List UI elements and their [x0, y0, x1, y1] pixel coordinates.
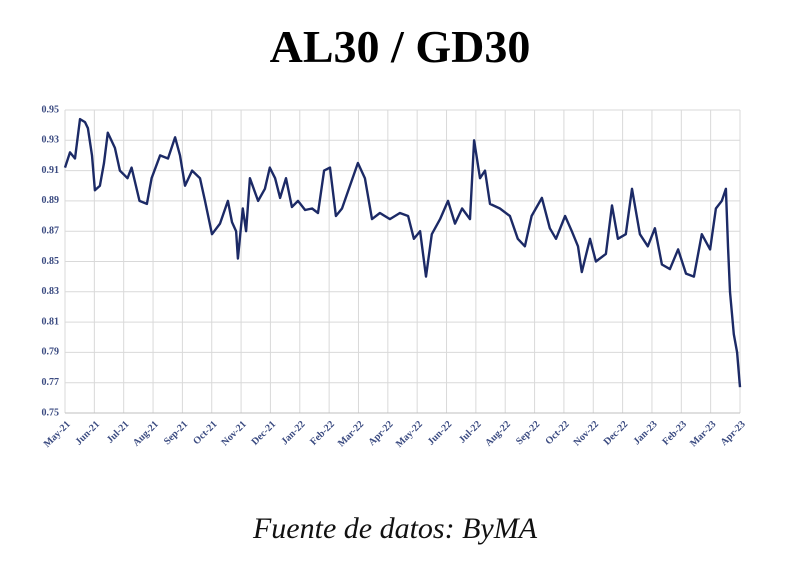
x-tick-label: Mar-23 — [688, 419, 718, 449]
x-tick-label: Oct-21 — [191, 419, 219, 447]
y-tick-label: 0.81 — [42, 316, 60, 327]
x-tick-label: Dec-22 — [602, 419, 631, 448]
y-tick-label: 0.89 — [42, 195, 60, 206]
x-tick-label: Sep-22 — [514, 419, 542, 447]
y-tick-label: 0.95 — [42, 104, 60, 115]
y-tick-label: 0.87 — [42, 225, 60, 236]
y-tick-label: 0.75 — [42, 407, 60, 418]
y-tick-label: 0.93 — [42, 135, 60, 146]
y-tick-label: 0.85 — [42, 256, 60, 267]
x-tick-label: May-21 — [42, 419, 73, 450]
x-tick-label: Jul-21 — [105, 419, 132, 446]
chart-title: AL30 / GD30 — [270, 21, 531, 72]
x-tick-label: May-22 — [394, 419, 425, 450]
source-note: Fuente de datos: ByMA — [252, 512, 538, 545]
x-tick-label: Jun-22 — [426, 419, 455, 448]
x-tick-label: Aug-21 — [131, 419, 161, 449]
x-tick-label: Jun-21 — [73, 419, 102, 448]
x-tick-label: Sep-21 — [162, 419, 190, 447]
y-tick-label: 0.79 — [42, 347, 60, 358]
x-tick-label: Feb-23 — [660, 419, 689, 448]
y-tick-label: 0.77 — [42, 377, 60, 388]
x-tick-label: Feb-22 — [308, 419, 337, 448]
x-tick-label: Jan-22 — [279, 419, 307, 447]
data-line — [63, 117, 742, 388]
x-tick-label: Aug-22 — [483, 419, 513, 449]
x-tick-label: Apr-22 — [366, 419, 395, 448]
x-tick-label: Nov-22 — [572, 419, 601, 448]
x-tick-label: Jan-23 — [631, 419, 659, 447]
x-tick-label: Apr-23 — [719, 419, 748, 448]
x-tick-label: Jul-22 — [457, 419, 484, 446]
y-tick-label: 0.83 — [42, 286, 60, 297]
x-tick-label: Mar-22 — [336, 419, 366, 449]
y-tick-label: 0.91 — [42, 165, 60, 176]
x-tick-label: Nov-21 — [219, 419, 248, 448]
x-tick-label: Dec-21 — [250, 419, 279, 448]
x-tick-label: Oct-22 — [543, 419, 571, 447]
